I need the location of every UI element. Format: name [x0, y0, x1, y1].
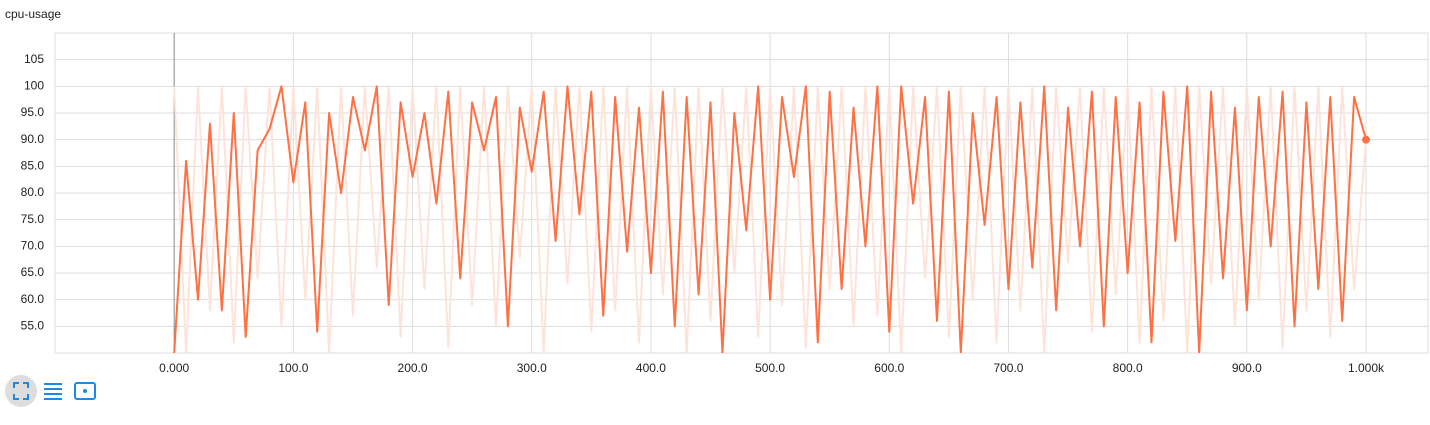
- series-line: [173, 85, 1367, 353]
- fit-button-bg[interactable]: [5, 375, 37, 407]
- y-tick-label: 105: [24, 52, 44, 66]
- y-tick-label: 90.0: [21, 132, 45, 146]
- x-tick-label: 0.000: [159, 361, 189, 375]
- series-line: [173, 85, 1368, 353]
- y-tick-label: 70.0: [21, 239, 45, 253]
- y-tick-label: 95.0: [21, 105, 45, 119]
- x-tick-label: 400.0: [636, 361, 666, 375]
- x-tick-label: 800.0: [1113, 361, 1143, 375]
- toolbar: [5, 375, 96, 407]
- y-tick-label: 55.0: [21, 319, 45, 333]
- x-tick-label: 700.0: [993, 361, 1023, 375]
- x-tick-label: 200.0: [398, 361, 428, 375]
- y-tick-label: 60.0: [21, 292, 45, 306]
- y-tick-label: 75.0: [21, 212, 45, 226]
- log-scale-button[interactable]: [44, 383, 62, 400]
- last-point: [1362, 135, 1371, 144]
- y-tick-label: 100: [24, 79, 44, 93]
- y-tick-label: 65.0: [21, 265, 45, 279]
- x-tick-label: 100.0: [278, 361, 308, 375]
- chart-title: cpu-usage: [5, 7, 61, 21]
- y-tick-label: 85.0: [21, 159, 45, 173]
- fit-domain-button[interactable]: [13, 382, 29, 400]
- x-tick-label: 500.0: [755, 361, 785, 375]
- x-tick-label: 1.000k: [1348, 361, 1385, 375]
- x-tick-label: 300.0: [517, 361, 547, 375]
- x-tick-label: 600.0: [874, 361, 904, 375]
- x-tick-label: 900.0: [1232, 361, 1262, 375]
- y-tick-label: 80.0: [21, 185, 45, 199]
- selection-button[interactable]: [74, 382, 96, 400]
